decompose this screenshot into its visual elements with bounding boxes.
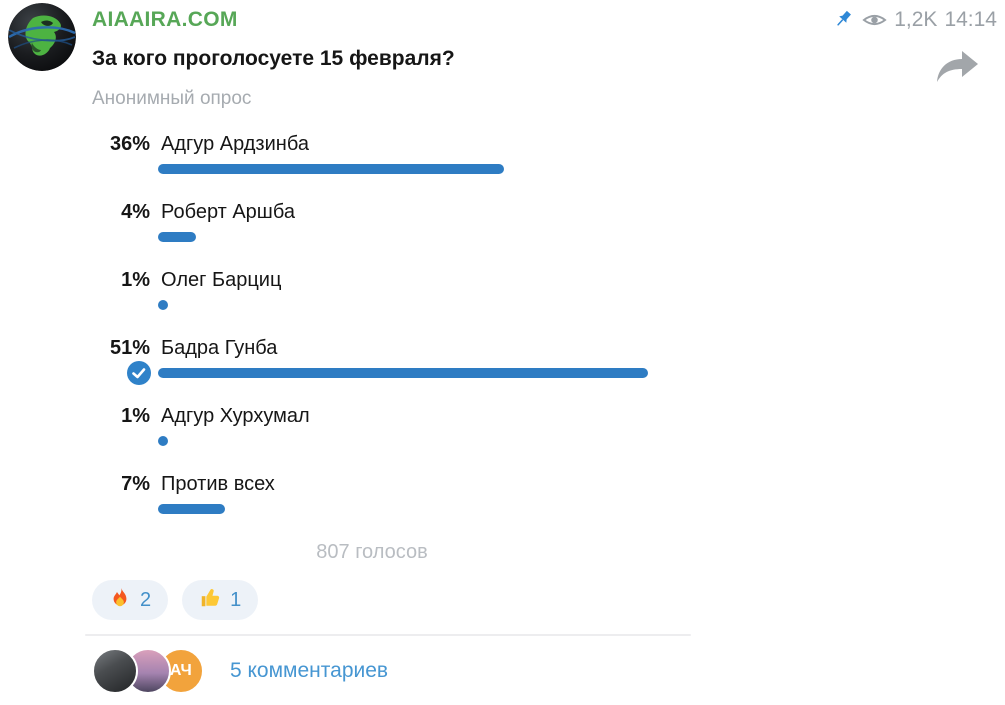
commenter-avatars: АЧ [92, 648, 204, 694]
message-meta: 1,2K 14:14 [833, 8, 997, 32]
message-time: 14:14 [944, 8, 997, 31]
poll-option[interactable]: 51% Бадра Гунба [92, 336, 652, 385]
option-percent: 36% [109, 133, 150, 155]
poll-option[interactable]: 1% Олег Барциц [92, 268, 652, 310]
forward-button[interactable] [935, 50, 979, 89]
option-percent: 1% [121, 269, 150, 291]
option-percent: 1% [121, 405, 150, 427]
total-votes: 807 голосов [316, 541, 428, 563]
option-percent: 7% [121, 473, 150, 495]
channel-name[interactable]: AIAAIRA.COM [92, 8, 238, 31]
views-eye-icon [862, 11, 887, 29]
message-content: AIAAIRA.COM За кого проголосуете 15 февр… [85, 8, 691, 694]
option-label: Адгур Хурхумал [161, 405, 310, 427]
poll-option[interactable]: 36% Адгур Ардзинба [92, 132, 652, 174]
option-percent: 4% [121, 201, 150, 223]
globe-icon [8, 3, 76, 71]
reaction-thumbs-up[interactable]: 1 [182, 580, 259, 620]
forward-arrow-icon [937, 51, 978, 82]
thumbs-up-icon [199, 587, 221, 614]
divider [85, 634, 691, 636]
comments-label: 5 комментариев [230, 659, 389, 682]
poll-option[interactable]: 7% Против всех [92, 472, 652, 514]
option-label: Адгур Ардзинба [161, 133, 309, 155]
option-label: Олег Барциц [161, 269, 282, 291]
poll-type-label: Анонимный опрос [92, 88, 252, 109]
comments-bar[interactable]: АЧ 5 комментариев [92, 648, 652, 694]
option-label: Бадра Гунба [161, 337, 278, 359]
voted-check-icon [127, 361, 151, 385]
option-result-bar [158, 300, 168, 310]
channel-avatar[interactable] [8, 3, 76, 71]
option-label: Роберт Аршба [161, 201, 295, 223]
reaction-fire[interactable]: 2 [92, 580, 169, 620]
pin-icon [833, 9, 855, 31]
reaction-count: 2 [140, 588, 152, 611]
poll-option[interactable]: 1% Адгур Хурхумал [92, 404, 652, 446]
reaction-count: 1 [230, 588, 242, 611]
option-result-bar [158, 436, 168, 446]
reactions-row: 2 1 [92, 580, 652, 620]
option-result-bar [158, 368, 648, 378]
poll-options: 36% Адгур Ардзинба 4% Роберт Аршба [92, 132, 652, 514]
option-label: Против всех [161, 473, 275, 495]
option-percent: 51% [109, 337, 150, 359]
option-result-bar [158, 164, 504, 174]
views-count: 1,2K [894, 8, 938, 31]
fire-icon [109, 587, 131, 614]
option-result-bar [158, 232, 196, 242]
poll-option[interactable]: 4% Роберт Аршба [92, 200, 652, 242]
poll-question: За кого проголосуете 15 февраля? [92, 47, 455, 70]
commenter-avatar [92, 648, 138, 694]
option-result-bar [158, 504, 225, 514]
